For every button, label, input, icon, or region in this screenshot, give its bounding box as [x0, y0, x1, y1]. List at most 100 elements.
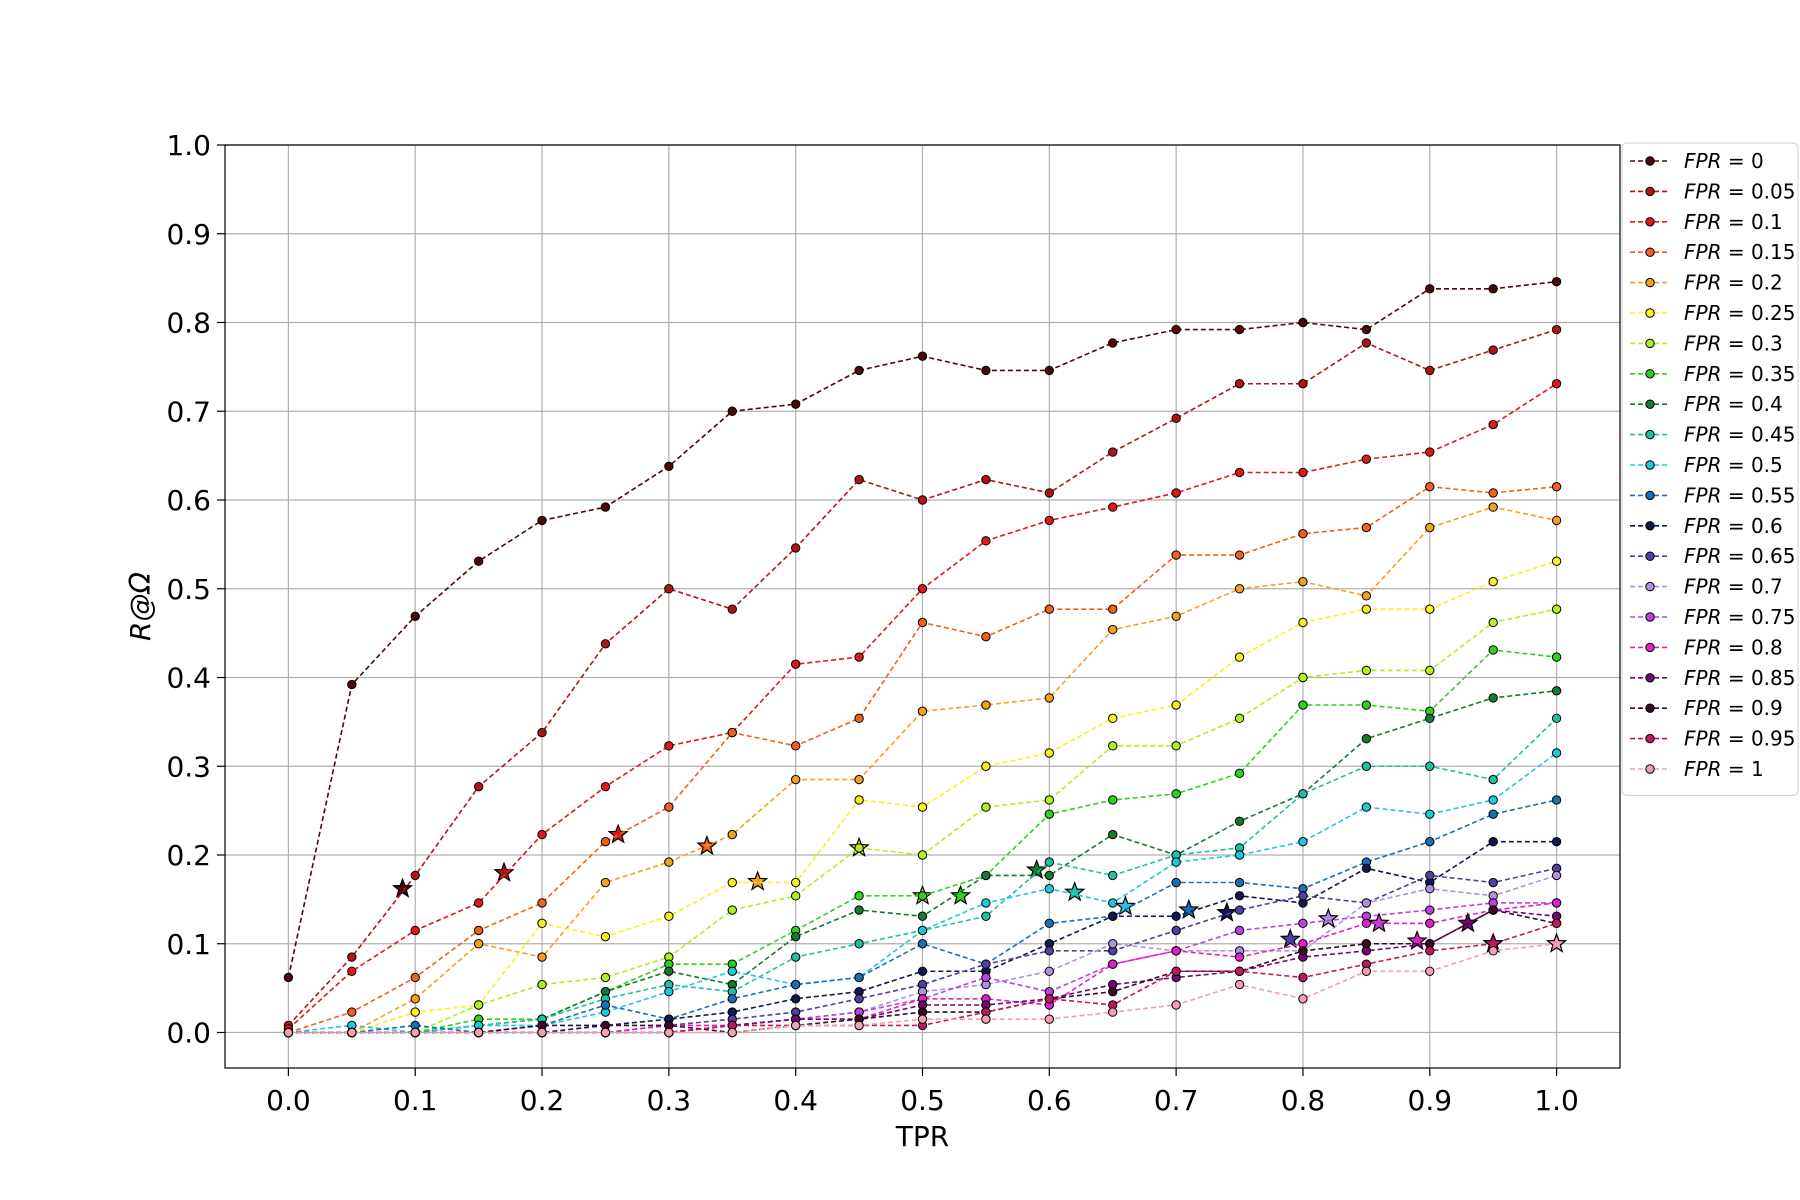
data-point	[1298, 789, 1308, 799]
star-marker	[1317, 907, 1339, 928]
series-2	[283, 379, 1562, 1034]
data-point	[410, 994, 420, 1004]
legend-marker	[1645, 429, 1655, 440]
y-axis-label: R@Ω	[124, 571, 157, 640]
data-point	[1488, 693, 1498, 703]
legend-marker	[1645, 612, 1655, 622]
data-point	[981, 365, 991, 376]
data-point	[1361, 338, 1372, 348]
data-point	[1551, 918, 1562, 929]
data-point	[790, 543, 801, 553]
data-point	[600, 931, 611, 942]
data-point	[854, 1020, 864, 1031]
data-point	[1361, 591, 1372, 601]
data-point	[1298, 972, 1308, 983]
data-point	[1234, 850, 1245, 860]
data-point	[1234, 768, 1245, 779]
data-point	[790, 774, 801, 785]
legend-label: FPR = 0.7	[1684, 575, 1783, 599]
data-point	[1044, 994, 1055, 1004]
data-point	[1171, 877, 1181, 888]
y-tick-label: 0.4	[166, 662, 211, 695]
data-point	[1298, 617, 1308, 628]
data-point	[981, 536, 991, 546]
legend-marker	[1645, 399, 1655, 409]
data-point	[1488, 345, 1498, 355]
data-point	[917, 850, 928, 860]
legend-label: FPR = 0	[1684, 149, 1764, 173]
data-point	[981, 911, 991, 921]
legend-item: FPR = 1	[1630, 757, 1764, 781]
data-point	[1108, 741, 1118, 751]
data-point	[537, 1027, 547, 1038]
star-marker	[493, 861, 515, 882]
data-point	[473, 939, 484, 949]
data-point	[473, 898, 484, 908]
data-point	[1108, 624, 1118, 635]
data-point	[1425, 481, 1435, 492]
data-point	[1361, 700, 1372, 710]
data-point	[1551, 481, 1562, 492]
legend-marker	[1645, 551, 1655, 561]
legend-label: FPR = 0.6	[1684, 514, 1783, 538]
data-point	[790, 877, 801, 888]
data-point	[1551, 324, 1562, 335]
legend-marker	[1645, 733, 1655, 744]
data-point	[1551, 379, 1562, 389]
x-tick-label: 0.8	[1281, 1084, 1326, 1117]
data-point	[1108, 713, 1118, 724]
x-tick-label: 0.7	[1154, 1084, 1199, 1117]
data-point	[410, 1007, 420, 1017]
data-point	[1234, 713, 1245, 724]
series-4	[283, 502, 1562, 1038]
legend-item: FPR = 0.65	[1630, 544, 1795, 568]
data-point	[473, 556, 484, 566]
data-point	[1044, 884, 1055, 894]
data-point	[1044, 365, 1055, 376]
data-point	[1298, 529, 1308, 539]
star-marker	[1545, 932, 1568, 953]
data-point	[981, 959, 991, 969]
data-point	[790, 979, 801, 990]
series-line	[288, 506, 1557, 1034]
legend-item: FPR = 0.2	[1630, 271, 1783, 295]
legend-label: FPR = 0.4	[1684, 392, 1783, 416]
data-point	[347, 1027, 357, 1038]
data-point	[1551, 686, 1562, 696]
data-point	[854, 994, 864, 1004]
series-1	[283, 324, 1562, 1031]
data-point	[917, 617, 928, 628]
data-point	[1108, 898, 1118, 908]
x-axis-label: TPR	[895, 1120, 949, 1153]
series-0	[283, 276, 1562, 983]
data-point	[1425, 870, 1435, 881]
star-marker	[746, 870, 769, 891]
data-point	[917, 891, 928, 901]
data-point	[727, 877, 737, 888]
legend-item: FPR = 0.35	[1630, 362, 1795, 386]
legend-item: FPR = 0.3	[1630, 331, 1783, 355]
data-point	[1298, 467, 1308, 478]
data-point	[981, 870, 991, 881]
data-point	[1234, 979, 1245, 990]
legend-item: FPR = 0.9	[1630, 696, 1783, 720]
legend-label: FPR = 0.75	[1684, 605, 1795, 629]
star-marker	[1368, 912, 1390, 933]
data-point	[1108, 338, 1118, 348]
data-point	[664, 1027, 674, 1038]
data-point	[664, 584, 674, 594]
data-point	[664, 802, 674, 812]
data-point	[1488, 795, 1498, 805]
data-point	[917, 911, 928, 921]
legend-label: FPR = 0.1	[1684, 210, 1783, 234]
legend-label: FPR = 0.35	[1684, 362, 1795, 386]
data-point	[1108, 986, 1118, 997]
legend-marker	[1645, 247, 1655, 257]
legend-item: FPR = 0.5	[1630, 453, 1783, 477]
legend-item: FPR = 0.1	[1630, 210, 1783, 234]
star-marker	[1216, 901, 1238, 922]
legend-item: FPR = 0.85	[1630, 666, 1795, 690]
legend-marker	[1645, 490, 1655, 501]
data-point	[1171, 324, 1181, 335]
data-point	[600, 639, 611, 649]
